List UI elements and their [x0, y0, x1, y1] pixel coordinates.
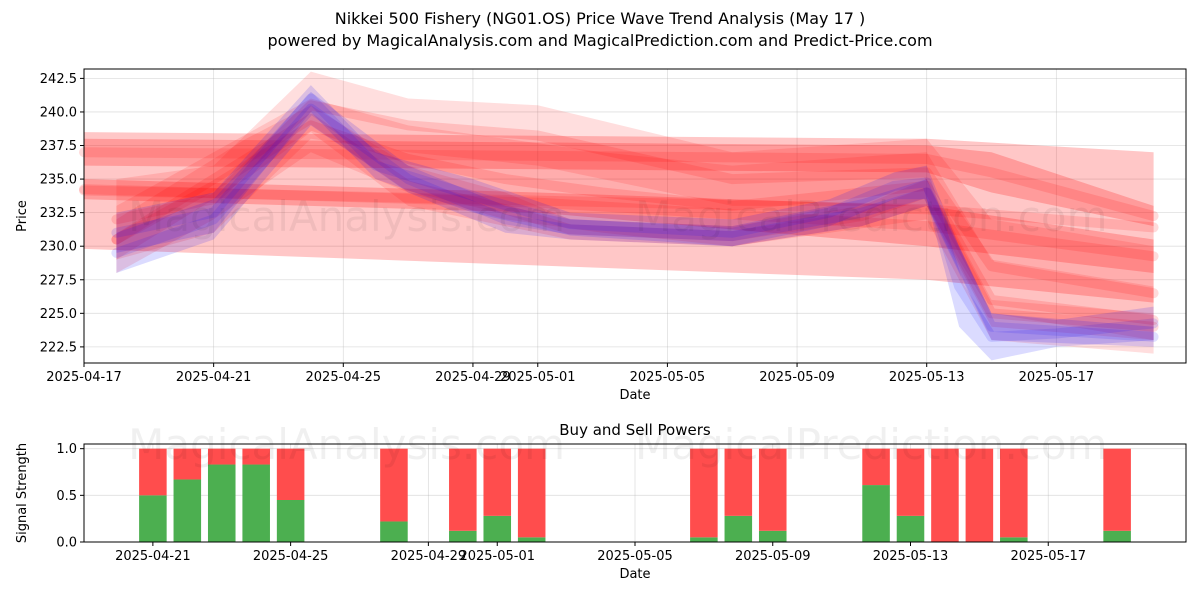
buy-bar	[173, 479, 202, 542]
price-watermark-analysis: MagicalAnalysis.com	[128, 192, 565, 241]
wave-band-red	[116, 105, 1154, 341]
sell-bar	[483, 448, 512, 516]
price-x-tick-label: 2025-04-25	[306, 370, 382, 385]
sell-bar	[276, 448, 305, 500]
sell-bar	[965, 448, 994, 542]
price-x-tick-label: 2025-05-09	[759, 370, 835, 385]
power-x-axis-label: Date	[619, 567, 650, 582]
buy-bar	[1103, 530, 1131, 542]
buy-bar	[139, 495, 167, 542]
buy-bar	[862, 485, 890, 542]
wave-band-blue	[116, 85, 1154, 361]
wave-band-red	[84, 138, 1154, 227]
price-watermark-prediction: MagicalPrediction.com	[635, 192, 1108, 241]
wave-line-red	[111, 120, 1159, 326]
price-x-axis-label: Date	[619, 388, 650, 403]
price-x-tick-label: 2025-04-21	[176, 370, 252, 385]
sell-bar	[173, 448, 202, 480]
price-y-tick-label: 227.5	[40, 273, 77, 288]
power-y-axis-label: Signal Strength	[15, 443, 30, 543]
wave-line-red	[79, 147, 1159, 221]
buy-bar	[690, 537, 718, 542]
price-y-tick-label: 237.5	[40, 139, 77, 154]
wave-line-blue	[111, 93, 1159, 342]
price-plot-frame	[83, 68, 1187, 364]
wave-band-blue	[116, 91, 1154, 347]
power-x-tick-label: 2025-04-29	[391, 549, 467, 564]
sell-bar	[517, 448, 546, 538]
power-x-tick-label: 2025-04-21	[115, 549, 191, 564]
price-y-tick-label: 235.0	[40, 173, 77, 188]
buy-bar	[517, 537, 546, 542]
power-y-tick-label: 0.5	[56, 489, 77, 504]
power-chart-title: Buy and Sell Powers	[559, 421, 711, 439]
power-x-tick-label: 2025-05-17	[1010, 549, 1086, 564]
price-y-tick-label: 230.0	[40, 240, 77, 255]
price-x-tick-label: 2025-05-01	[500, 370, 576, 385]
wave-band-red	[116, 71, 1154, 341]
price-y-tick-label: 242.5	[40, 72, 77, 87]
sell-bar	[896, 448, 925, 516]
power-x-tick-label: 2025-05-01	[459, 549, 535, 564]
price-y-tick-label: 225.0	[40, 307, 77, 322]
wave-band-red	[84, 179, 1154, 274]
buy-bar	[758, 530, 787, 542]
buy-bar	[276, 500, 305, 542]
price-x-tick-label: 2025-04-17	[46, 370, 122, 385]
buy-bar	[242, 464, 270, 542]
chart-subtitle: powered by MagicalAnalysis.com and Magic…	[267, 31, 933, 50]
price-y-tick-label: 222.5	[40, 340, 77, 355]
wave-line-blue	[111, 103, 1159, 342]
power-y-tick-label: 0.0	[56, 536, 77, 551]
buy-bar	[724, 515, 753, 542]
price-y-axis-label: Price	[15, 200, 30, 232]
power-x-tick-label: 2025-05-13	[873, 549, 949, 564]
sell-bar	[724, 448, 753, 516]
buy-bar	[483, 515, 512, 542]
wave-line-red	[111, 113, 1159, 332]
power-plot-frame	[83, 443, 1187, 543]
buy-bar	[207, 464, 236, 542]
sell-bar	[1103, 448, 1131, 531]
power-x-tick-label: 2025-05-09	[735, 549, 811, 564]
power-x-tick-label: 2025-04-25	[253, 549, 329, 564]
buy-bar	[1000, 537, 1028, 542]
buy-bar	[449, 530, 477, 542]
price-x-tick-label: 2025-05-05	[630, 370, 706, 385]
price-x-tick-label: 2025-04-29	[435, 370, 511, 385]
sell-bar	[449, 448, 477, 531]
sell-bar	[139, 448, 167, 496]
wave-band-red	[116, 98, 1154, 354]
wave-line-red	[79, 184, 1159, 262]
price-x-tick-label: 2025-05-17	[1019, 370, 1095, 385]
sell-bar	[380, 448, 408, 522]
price-x-tick-label: 2025-05-13	[889, 370, 965, 385]
price-y-tick-label: 240.0	[40, 105, 77, 120]
sell-bar	[242, 448, 270, 465]
sell-bar	[207, 448, 236, 465]
power-y-tick-label: 1.0	[56, 442, 77, 457]
sell-bar	[690, 448, 718, 538]
price-y-tick-label: 232.5	[40, 206, 77, 221]
buy-bar	[380, 521, 408, 542]
power-x-tick-label: 2025-05-05	[597, 549, 673, 564]
chart-title: Nikkei 500 Fishery (NG01.OS) Price Wave …	[334, 9, 866, 28]
sell-bar	[931, 448, 959, 542]
sell-bar	[862, 448, 890, 486]
sell-bar	[1000, 448, 1028, 538]
wave-line-red	[79, 185, 1159, 233]
wave-line-red	[111, 100, 1159, 299]
wave-band-red	[84, 132, 1154, 303]
sell-bar	[758, 448, 787, 531]
buy-bar	[896, 515, 925, 542]
